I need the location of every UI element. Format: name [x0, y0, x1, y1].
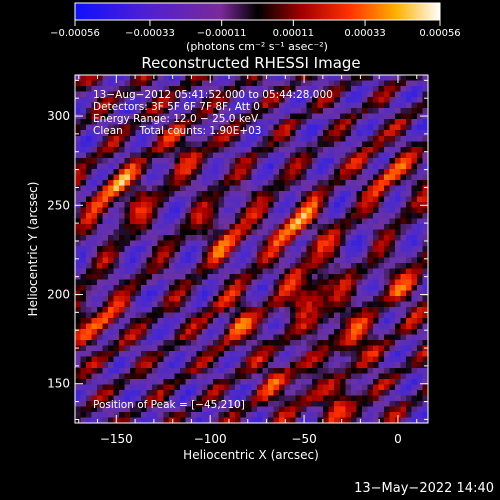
colorbar-tick-label: 0.00011 — [273, 28, 314, 39]
annotation-energy-range: Energy Range: 12.0 − 25.0 keV — [93, 113, 259, 125]
x-tick-label: 0 — [394, 432, 402, 446]
colorbar — [74, 2, 441, 21]
colorbar-tick-label: 0.00033 — [344, 28, 385, 39]
x-tick-label: −50 — [291, 432, 316, 446]
colorbar-unit-label: (photons cm⁻² s⁻¹ asec⁻²) — [186, 40, 328, 53]
colorbar-tick-label: −0.00011 — [197, 28, 247, 39]
annotation-time-range: 13−Aug−2012 05:41:52.000 to 05:44:28.000 — [93, 89, 333, 101]
annotation-peak-position: Position of Peak = [−45,210] — [93, 399, 245, 411]
annotation-block: 13−Aug−2012 05:41:52.000 to 05:44:28.000… — [93, 89, 333, 411]
y-tick-label: 300 — [47, 109, 70, 123]
x-tick-label: −150 — [100, 432, 133, 446]
axis-ticks: −150 −100 −50 0 150 200 250 300 — [47, 75, 428, 446]
colorbar-ticks: −0.00056 −0.00033 −0.00011 0.00011 0.00033 0.… — [50, 20, 461, 39]
colorbar-tick-label: 0.00056 — [419, 28, 460, 39]
x-tick-label: −100 — [194, 432, 227, 446]
y-tick-label: 200 — [47, 288, 70, 302]
colorbar-tick-label: −0.00056 — [50, 28, 100, 39]
x-axis-label: Heliocentric X (arcsec) — [183, 448, 319, 462]
y-tick-label: 150 — [47, 377, 70, 391]
annotation-clean-counts: Clean Total counts: 1.90E+03 — [93, 125, 262, 137]
annotation-detectors: Detectors: 3F 5F 6F 7F 8F, Att 0 — [93, 101, 260, 113]
heatmap-raster — [75, 75, 428, 423]
plot-frame — [74, 74, 429, 424]
heatmap-image — [75, 75, 428, 423]
colorbar-tick-label: −0.00033 — [125, 28, 175, 39]
chart-title: Reconstructed RHESSI Image — [141, 54, 360, 72]
y-tick-label: 250 — [47, 198, 70, 212]
timestamp-footer: 13−May−2022 14:40 — [354, 481, 494, 496]
y-axis-label: Heliocentric Y (arcsec) — [26, 182, 40, 317]
